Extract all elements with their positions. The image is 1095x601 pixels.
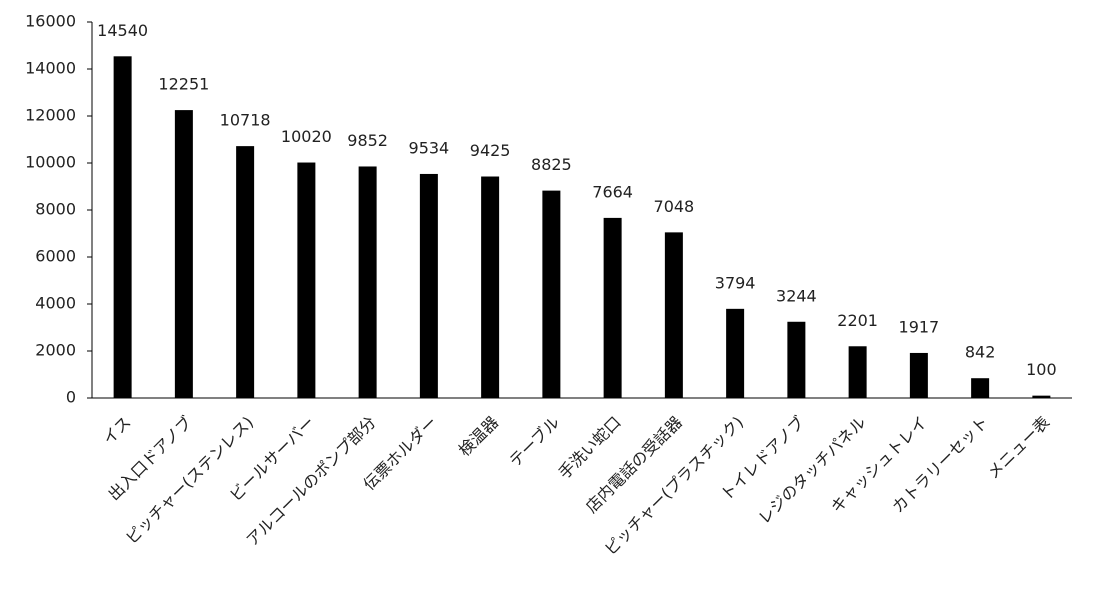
bar [603, 217, 622, 398]
data-label: 9425 [470, 141, 511, 160]
data-label: 10718 [220, 111, 271, 130]
data-label: 3244 [776, 286, 817, 305]
bar [726, 308, 745, 398]
data-label: 9852 [347, 131, 388, 150]
x-tick-label: 検温器 [455, 413, 502, 460]
data-label: 14540 [97, 21, 148, 40]
data-label: 842 [965, 343, 996, 362]
data-label: 10020 [281, 127, 332, 146]
bar [481, 176, 500, 398]
data-label: 8825 [531, 155, 572, 174]
x-tick-label: メニュー表 [983, 413, 1053, 483]
y-tick-label: 14000 [25, 59, 76, 78]
y-tick-label: 4000 [35, 294, 76, 313]
data-label: 100 [1026, 360, 1057, 379]
y-tick-label: 10000 [25, 153, 76, 172]
x-tick-label: レジのタッチパネル [754, 413, 869, 528]
bar [113, 56, 132, 399]
data-label: 7048 [654, 197, 695, 216]
y-tick-label: 12000 [25, 106, 76, 125]
bar [358, 166, 377, 398]
y-tick-label: 6000 [35, 247, 76, 266]
bar [664, 232, 683, 398]
x-tick-label: イス [99, 413, 135, 449]
data-label: 9534 [409, 138, 450, 157]
data-label: 1917 [899, 317, 940, 336]
data-label: 7664 [592, 182, 633, 201]
bar [419, 173, 438, 398]
bar [848, 346, 867, 398]
y-tick-label: 8000 [35, 200, 76, 219]
bar [1032, 395, 1051, 398]
data-label: 2201 [837, 311, 878, 330]
data-label: 3794 [715, 273, 756, 292]
x-tick-label: テーブル [505, 413, 563, 471]
bar [236, 146, 255, 398]
bar [297, 162, 316, 398]
y-tick-label: 16000 [25, 12, 76, 31]
y-tick-label: 2000 [35, 341, 76, 360]
bar [542, 190, 561, 398]
data-label: 12251 [158, 75, 209, 94]
bar [787, 321, 806, 398]
bar [909, 352, 928, 398]
bar [971, 378, 990, 398]
y-tick-label: 0 [66, 388, 76, 407]
bar [174, 110, 193, 398]
